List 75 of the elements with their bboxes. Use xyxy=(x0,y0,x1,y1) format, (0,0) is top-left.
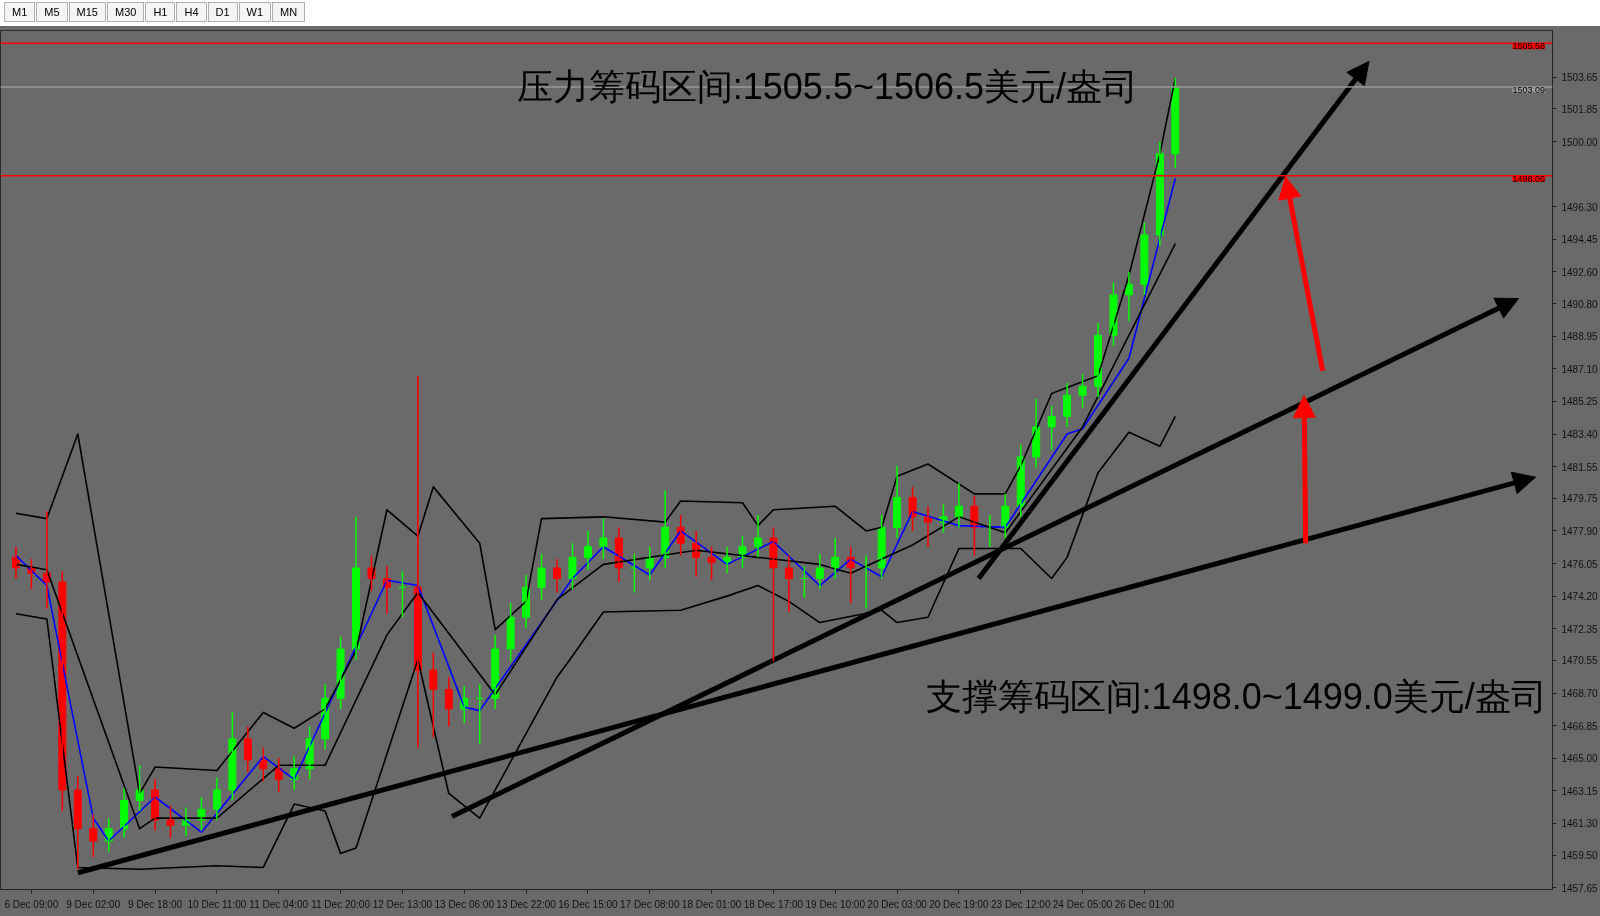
candlestick xyxy=(1078,373,1087,409)
candlestick xyxy=(166,805,175,839)
y-tick-label: 1494.45 xyxy=(1561,234,1599,246)
x-tick-label: 23 Dec 12:00 xyxy=(991,898,1051,910)
x-tick-label: 9 Dec 18:00 xyxy=(128,898,183,910)
x-tick-label: 19 Dec 10:00 xyxy=(805,898,866,910)
y-tick-label: 1487.10 xyxy=(1561,363,1599,375)
y-tick-label: 1476.05 xyxy=(1561,558,1599,570)
ref-line-label: 1505.58 xyxy=(1512,41,1546,52)
text: MN xyxy=(272,2,306,22)
candlestick xyxy=(537,553,546,601)
candlestick xyxy=(429,651,438,738)
candlestick xyxy=(908,486,917,532)
x-tick-label: 18 Dec 17:00 xyxy=(743,898,804,910)
x-tick-label: 26 Dec 01:00 xyxy=(1114,898,1175,910)
y-tick-label: 1472.35 xyxy=(1561,623,1599,635)
y-tick-label: 1463.15 xyxy=(1561,785,1599,797)
x-tick-label: 13 Dec 22:00 xyxy=(496,898,557,910)
candlestick xyxy=(707,546,716,582)
candlestick xyxy=(1140,221,1149,296)
y-tick-label: 1483.40 xyxy=(1561,429,1599,441)
y-tick-label: 1492.60 xyxy=(1561,266,1599,278)
y-tick-label: 1466.85 xyxy=(1561,720,1599,732)
text: M30 xyxy=(106,2,145,22)
text: M1 xyxy=(4,2,36,22)
y-tick-label: 1461.30 xyxy=(1561,818,1599,830)
y-tick-label: 1468.70 xyxy=(1561,688,1599,700)
y-tick-label: 1481.55 xyxy=(1561,461,1599,473)
x-tick-label: 18 Dec 01:00 xyxy=(681,898,742,910)
x-tick-label: 17 Dec 08:00 xyxy=(620,898,680,910)
candlestick xyxy=(769,526,778,663)
candlestick xyxy=(568,542,577,590)
y-tick-label: 1503.65 xyxy=(1561,72,1599,84)
candlestick xyxy=(336,635,345,710)
text: M5 xyxy=(36,2,68,22)
annotation: 压力筹码区间:1505.5~1506.5美元/盎司 xyxy=(516,65,1139,107)
y-tick-label: 1479.75 xyxy=(1561,493,1599,505)
x-tick-label: 20 Dec 19:00 xyxy=(929,898,990,910)
candlestick xyxy=(228,711,237,802)
y-tick-label: 1474.20 xyxy=(1561,591,1599,603)
y-tick-label: 1465.00 xyxy=(1561,753,1599,765)
text: H4 xyxy=(176,2,207,22)
y-tick-label: 1457.65 xyxy=(1561,882,1599,894)
x-tick-label: 9 Dec 02:00 xyxy=(66,898,121,910)
y-tick-label: 1477.90 xyxy=(1561,525,1599,537)
x-tick-label: 20 Dec 03:00 xyxy=(867,898,928,910)
candlestick xyxy=(599,517,608,560)
x-tick-label: 13 Dec 06:00 xyxy=(434,898,495,910)
candlestick xyxy=(135,764,144,812)
y-tick-label: 1488.95 xyxy=(1561,331,1599,343)
candlestick xyxy=(877,514,886,580)
annotation: 支撑筹码区间:1498.0~1499.0美元/盎司 xyxy=(925,675,1547,717)
y-tick-label: 1500.00 xyxy=(1561,136,1599,148)
y-tick-label: 1485.25 xyxy=(1561,396,1599,408)
text: H1 xyxy=(145,2,176,22)
text: D1 xyxy=(207,2,238,22)
x-tick-label: 11 Dec 20:00 xyxy=(311,898,371,910)
candlestick xyxy=(1109,281,1118,347)
ref-line-label: 1498.05 xyxy=(1512,173,1546,184)
y-tick-label: 1501.85 xyxy=(1561,103,1599,115)
x-tick-label: 11 Dec 04:00 xyxy=(249,898,309,910)
x-tick-label: 10 Dec 11:00 xyxy=(187,898,247,910)
y-tick-label: 1496.30 xyxy=(1561,201,1599,213)
y-tick-label: 1459.50 xyxy=(1561,850,1599,862)
candlestick xyxy=(1047,405,1056,451)
x-tick-label: 6 Dec 09:00 xyxy=(4,898,59,910)
y-tick-label: 1490.80 xyxy=(1561,298,1599,310)
y-tick-label: 1470.55 xyxy=(1561,655,1599,667)
x-tick-label: 24 Dec 05:00 xyxy=(1052,898,1113,910)
x-tick-label: 16 Dec 15:00 xyxy=(558,898,619,910)
candlestick xyxy=(506,602,515,663)
ref-line-label: 1503.09 xyxy=(1512,85,1546,96)
text: W1 xyxy=(238,2,272,22)
x-tick-label: 12 Dec 13:00 xyxy=(372,898,433,910)
text: M15 xyxy=(68,2,106,22)
